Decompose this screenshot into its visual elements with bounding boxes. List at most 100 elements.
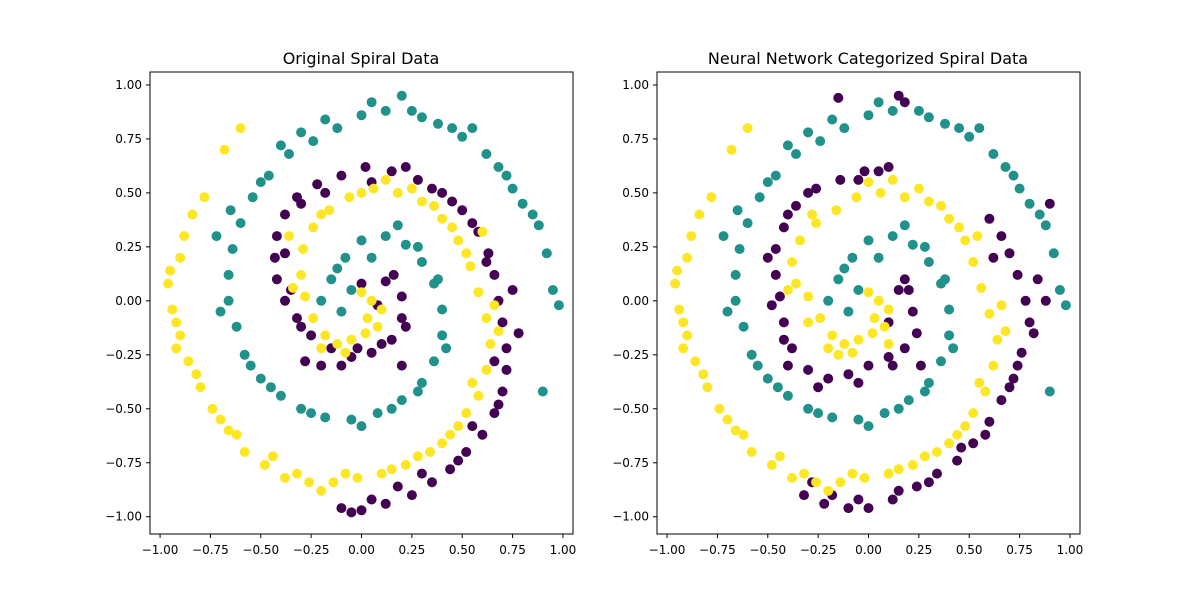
left-point-s1-62 [320, 114, 331, 125]
left-point-s1-53 [306, 408, 317, 419]
right-point-s0-32 [932, 468, 942, 479]
left-point-s2-63 [489, 300, 500, 311]
right-point-s0-18 [859, 166, 870, 177]
right-point-s0-36 [843, 503, 854, 514]
left-xtick-label-3: −0.25 [293, 543, 330, 557]
left-point-s1-70 [527, 209, 538, 220]
right-point-s1-56 [722, 306, 733, 317]
left-point-s1-16 [320, 412, 331, 423]
right-point-s1-46 [899, 220, 910, 231]
right-point-s2-38 [714, 403, 725, 414]
right-point-s1-12 [923, 377, 934, 388]
left-ytick-label-3: −0.25 [105, 348, 142, 362]
left-point-s0-9 [292, 313, 302, 324]
left-point-s2-13 [344, 192, 355, 203]
left-point-s0-16 [312, 179, 323, 190]
left-point-s2-9 [296, 269, 307, 280]
right-point-s1-31 [863, 110, 874, 121]
right-point-s1-13 [903, 395, 914, 406]
left-point-s2-59 [429, 200, 439, 211]
right-point-s0-19 [883, 162, 894, 172]
right-point-s2-66 [960, 421, 971, 432]
right-point-s0-34 [887, 494, 898, 505]
right-point-s2-58 [887, 174, 898, 185]
left-point-s0-28 [501, 343, 512, 354]
right-point-s1-47 [919, 241, 930, 252]
right-point-s2-62 [972, 231, 983, 242]
left-point-s1-25 [235, 218, 246, 229]
left-point-s2-68 [412, 451, 423, 462]
right-point-s0-69 [833, 92, 844, 103]
left-point-s0-5 [366, 347, 377, 358]
right-point-s0-67 [899, 97, 910, 108]
right-point-s1-63 [873, 97, 884, 108]
left-point-s2-43 [165, 265, 176, 276]
right-point-s0-30 [968, 438, 979, 449]
left-point-s1-3 [340, 252, 351, 263]
right-point-s1-53 [813, 408, 824, 419]
left-point-s2-72 [292, 468, 302, 479]
left-point-s1-22 [223, 295, 234, 306]
left-point-s0-55 [467, 218, 478, 229]
right-point-s1-58 [732, 205, 743, 216]
left-point-s2-77 [171, 343, 182, 354]
left-point-s0-3 [396, 313, 407, 324]
right-point-s1-6 [907, 239, 918, 250]
left-point-s1-46 [392, 220, 403, 231]
left-point-s1-44 [332, 263, 343, 274]
left-point-s1-37 [501, 170, 512, 181]
right-point-s1-64 [923, 112, 934, 123]
left-point-s2-5 [332, 339, 343, 349]
left-ytick-label-6: 0.50 [115, 186, 142, 200]
right-point-s1-43 [823, 295, 834, 306]
left-point-s2-74 [231, 429, 242, 440]
left-point-s1-69 [507, 183, 518, 194]
left-point-s1-66 [447, 123, 458, 134]
right-point-s2-3 [867, 328, 878, 339]
right-point-s2-42 [674, 304, 685, 315]
left-xtick-label-1: −0.75 [192, 543, 229, 557]
right-point-s1-38 [1024, 198, 1035, 209]
left-point-s1-28 [284, 149, 294, 159]
left-point-s0-19 [386, 166, 397, 177]
left-point-s2-65 [467, 377, 478, 388]
right-point-s1-32 [887, 105, 898, 116]
left-point-s1-64 [396, 90, 407, 101]
left-xtick-label-2: −0.50 [242, 543, 279, 557]
left-point-s0-25 [489, 269, 500, 280]
right-point-s2-51 [883, 304, 894, 315]
right-point-s1-48 [940, 274, 950, 285]
left-point-s0-35 [427, 477, 437, 488]
right-point-s1-68 [1014, 183, 1025, 194]
left-point-s2-0 [366, 295, 377, 306]
left-point-s2-26 [445, 429, 456, 440]
left-point-s0-69 [300, 356, 311, 367]
right-point-s1-29 [815, 136, 826, 147]
left-point-s0-66 [346, 507, 357, 518]
right-point-s0-28 [996, 395, 1007, 406]
right-point-s1-69 [1034, 209, 1045, 220]
right-point-s1-18 [782, 390, 793, 401]
right-point-s2-64 [1000, 326, 1011, 337]
right-point-s0-38 [799, 490, 809, 501]
right-point-s1-34 [940, 118, 950, 129]
right-point-s1-52 [863, 421, 874, 432]
left-point-s1-67 [467, 123, 478, 134]
left-point-s2-28 [400, 459, 411, 470]
left-point-s1-63 [366, 97, 377, 108]
left-point-s0-43 [376, 339, 387, 349]
left-point-s2-35 [239, 447, 250, 457]
right-point-s2-72 [799, 468, 809, 479]
left-point-s0-53 [427, 183, 437, 194]
right-point-s0-10 [778, 317, 789, 328]
left-point-s2-37 [207, 403, 218, 414]
right-point-s0-48 [803, 187, 814, 198]
left-point-s1-38 [517, 198, 528, 209]
right-point-s2-47 [706, 192, 717, 203]
left-point-s2-54 [284, 231, 294, 242]
left-point-s0-45 [316, 360, 327, 371]
left-point-s2-8 [300, 291, 311, 302]
right-point-s2-10 [787, 257, 797, 267]
right-point-s0-39 [903, 285, 914, 295]
left-point-s1-40 [541, 248, 552, 259]
